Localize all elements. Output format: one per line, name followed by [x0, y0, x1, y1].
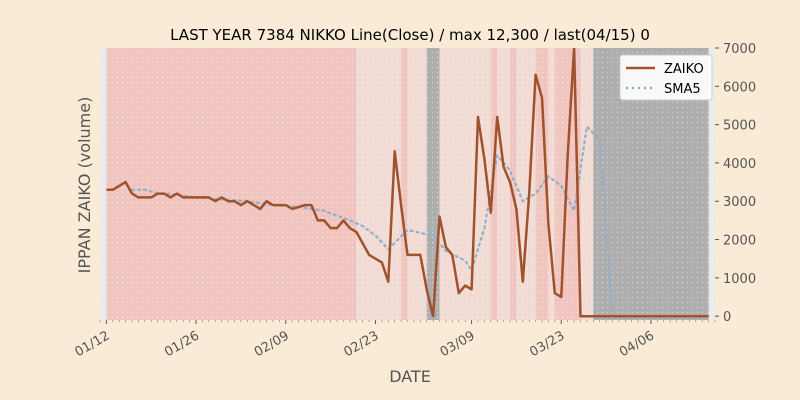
legend-label-sma5: SMA5	[664, 82, 701, 97]
x-tick-label: 02/23	[342, 328, 382, 360]
y-tick-label: 4000	[723, 157, 756, 172]
x-tick-label: 03/23	[527, 328, 567, 360]
chart-title: LAST YEAR 7384 NIKKO Line(Close) / max 1…	[170, 26, 650, 44]
y-tick-label: 2000	[723, 234, 756, 249]
y-tick-label: 7000	[723, 42, 756, 57]
y-tick-label: 3000	[723, 195, 756, 210]
series-lines	[106, 48, 710, 318]
y-tick-label: 5000	[723, 119, 756, 134]
x-tick-label: 01/12	[72, 328, 112, 360]
x-tick-label: 02/09	[252, 328, 292, 360]
x-axis-label: DATE	[389, 367, 431, 386]
y-tick-label: 6000	[723, 80, 756, 95]
dot-texture	[100, 48, 715, 320]
x-tick-label: 04/06	[617, 328, 657, 360]
x-tick-label: 01/26	[162, 328, 202, 360]
series-line-zaiko	[106, 48, 709, 318]
y-axis: 0 1000 2000 3000 4000 5000 6000 7000	[715, 42, 756, 325]
legend: ZAIKO SMA5	[619, 54, 713, 101]
y-tick-label: 0	[723, 310, 731, 325]
series-line-sma5	[130, 125, 710, 318]
legend-label-zaiko: ZAIKO	[664, 62, 704, 77]
y-tick-label: 1000	[723, 272, 756, 287]
x-tick-label: 03/09	[438, 328, 478, 360]
legend-box	[619, 54, 713, 101]
x-axis: 01/12 01/26 02/09 02/23 03/09 03/23 04/06	[72, 320, 716, 360]
y-axis-label: IPPAN ZAIKO (volume)	[75, 97, 94, 274]
